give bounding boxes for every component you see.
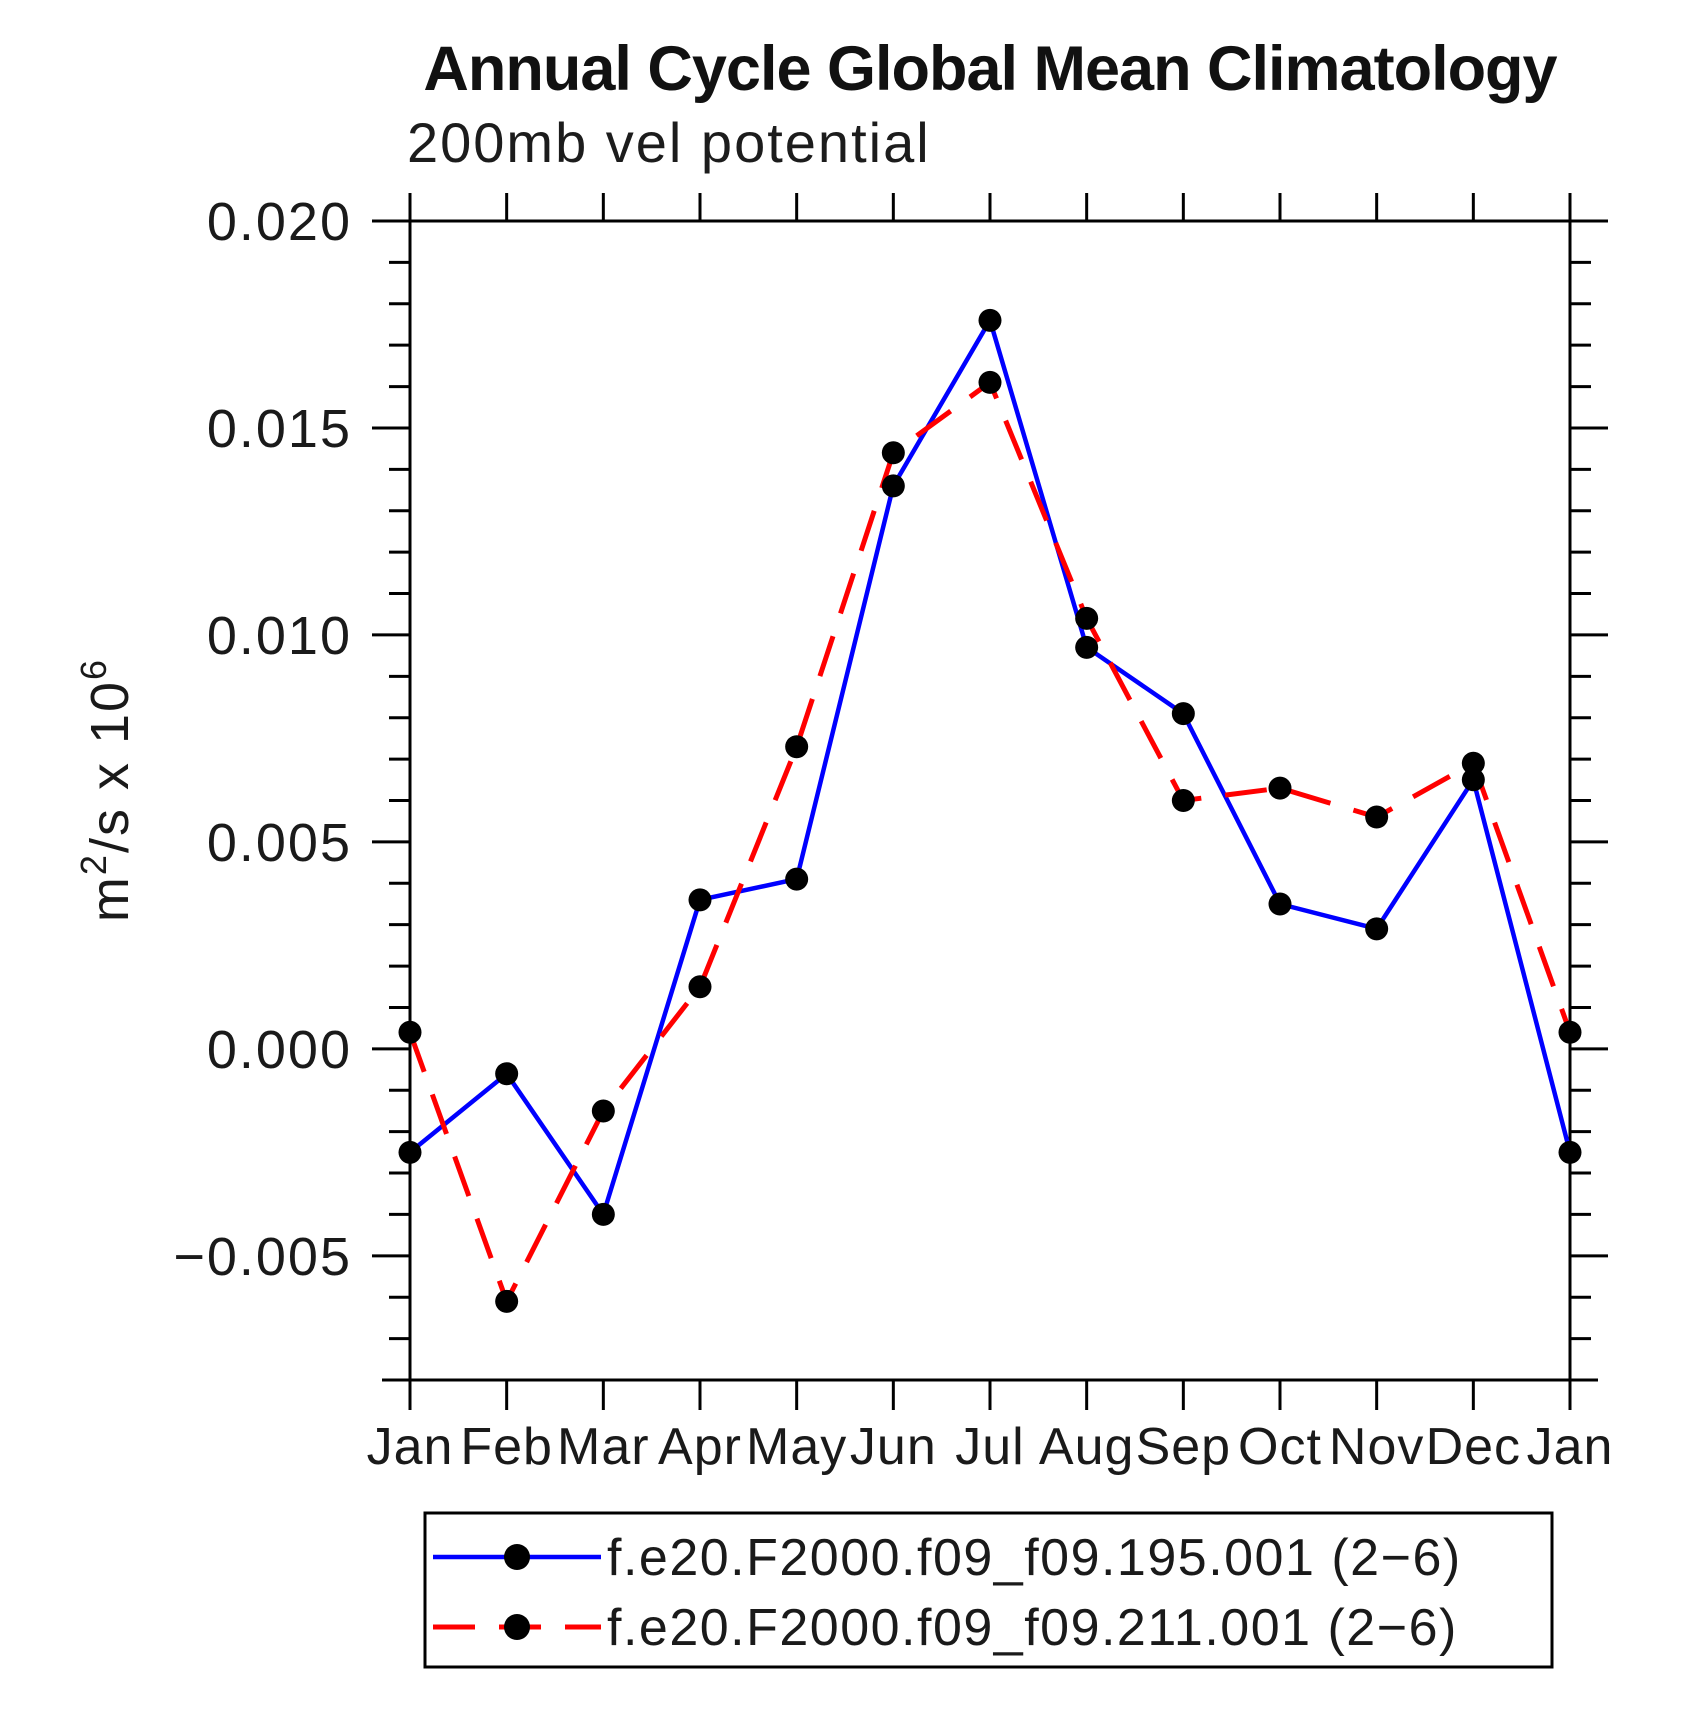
data-point-marker: [591, 1202, 615, 1226]
x-tick-label: Feb: [460, 1418, 553, 1476]
y-axis-title-sup: 2: [73, 853, 114, 875]
data-point-marker: [1171, 702, 1195, 726]
data-point-marker: [785, 735, 809, 759]
data-point-marker: [591, 1099, 615, 1123]
data-point-marker: [881, 441, 905, 465]
data-point-marker: [1268, 892, 1292, 916]
data-point-marker: [978, 370, 1002, 394]
x-tick-label: Nov: [1329, 1418, 1424, 1476]
x-tick-label: Mar: [557, 1418, 650, 1476]
x-tick-label: Jan: [1527, 1418, 1614, 1476]
x-tick-label: Apr: [658, 1418, 742, 1476]
y-axis-ticks-right: [1570, 219, 1608, 1382]
y-tick-label: 0.000: [207, 1020, 352, 1080]
data-point-marker: [495, 1289, 519, 1313]
y-tick-label: 0.020: [207, 192, 352, 252]
data-point-marker: [1365, 805, 1389, 829]
legend-label-series1: f.e20.F2000.f09_f09.195.001 (2−6): [607, 1529, 1462, 1587]
x-tick-label: Jan: [367, 1418, 454, 1476]
legend-samples: [433, 1544, 601, 1640]
legend-label-series2: f.e20.F2000.f09_f09.211.001 (2−6): [607, 1599, 1458, 1657]
data-point-marker: [1075, 635, 1099, 659]
data-point-marker: [1365, 917, 1389, 941]
data-point-marker: [1268, 776, 1292, 800]
data-point-marker: [688, 888, 712, 912]
y-axis-title-sup: 6: [73, 658, 114, 680]
x-tick-label: Dec: [1426, 1418, 1521, 1476]
y-axis-title-base: m: [80, 875, 140, 922]
x-axis-ticks-bottom: [408, 1380, 1572, 1410]
series-lines: [407, 318, 1573, 1304]
chart-subtitle: 200mb vel potential: [407, 111, 931, 174]
x-axis-ticks-top: [408, 193, 1572, 221]
x-tick-label: Jun: [850, 1418, 937, 1476]
legend-sample-marker: [504, 1544, 530, 1570]
data-point-marker: [785, 867, 809, 891]
y-tick-label: 0.015: [207, 399, 352, 459]
data-point-marker: [881, 474, 905, 498]
y-axis-ticks-left: [372, 219, 410, 1382]
data-point-marker: [1558, 1140, 1582, 1164]
data-point-marker: [1558, 1020, 1582, 1044]
x-tick-label: May: [746, 1418, 847, 1476]
data-point-marker: [1461, 751, 1485, 775]
x-tick-label: Sep: [1136, 1418, 1232, 1476]
series-line-1: [408, 318, 1573, 1217]
x-axis-tick-labels: Jan Feb Mar Apr May Jun Jul Aug Sep Oct Nov Dec Jan: [367, 1418, 1614, 1476]
data-point-marker: [495, 1062, 519, 1086]
data-point-marker: [1171, 789, 1195, 812]
y-tick-label: 0.005: [207, 813, 352, 873]
data-point-marker: [688, 975, 712, 999]
data-point-markers: [398, 308, 1582, 1313]
x-tick-label: Aug: [1039, 1418, 1135, 1476]
page-title: Annual Cycle Global Mean Climatology: [423, 34, 1557, 104]
series-line-2: [407, 379, 1573, 1304]
data-point-marker: [978, 308, 1002, 332]
y-tick-label: 0.010: [207, 606, 352, 666]
data-point-marker: [1075, 606, 1099, 630]
legend-sample-marker: [504, 1614, 530, 1640]
y-axis-title: m2/s x 106: [73, 658, 140, 922]
data-point-marker: [398, 1020, 422, 1044]
x-tick-label: Oct: [1238, 1418, 1322, 1476]
data-point-marker: [1461, 768, 1485, 792]
y-tick-label: −0.005: [173, 1227, 352, 1287]
legend: f.e20.F2000.f09_f09.195.001 (2−6) f.e20.…: [423, 1511, 1554, 1669]
legend-box: [423, 1511, 1554, 1669]
x-tick-label: Jul: [955, 1418, 1024, 1476]
y-axis-tick-labels: 0.020 0.015 0.010 0.005 0.000 −0.005: [173, 192, 352, 1287]
data-point-marker: [398, 1140, 422, 1164]
y-axis-title-base: /s x 10: [80, 680, 140, 853]
